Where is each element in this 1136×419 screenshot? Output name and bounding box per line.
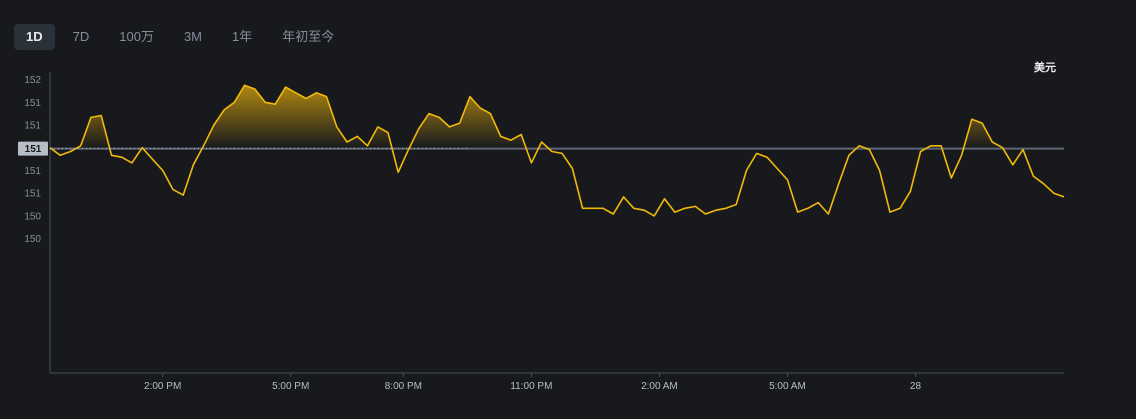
tab-7d[interactable]: 7D — [72, 29, 90, 44]
tab-1m[interactable]: 100万 — [119, 29, 154, 44]
current-price-text: 151 — [25, 144, 42, 155]
tab-1d[interactable]: 1D — [14, 24, 55, 50]
x-tick-label: 2:00 AM — [641, 381, 678, 392]
current-price-badge — [18, 141, 48, 156]
x-tick-label: 5:00 PM — [272, 381, 309, 392]
y-tick-label: 151 — [24, 121, 41, 132]
y-axis: 152 151 151 151 151 151 150 150 — [24, 72, 51, 373]
x-tick-label: 5:00 AM — [769, 381, 806, 392]
x-tick-label: 11:00 PM — [510, 381, 552, 392]
y-tick-label: 151 — [24, 189, 41, 200]
timeframe-tabs: 1D 7D 100万 3M 1年 年初至今 — [14, 24, 346, 50]
price-line — [49, 84, 1065, 217]
currency-label: 美元 — [1034, 62, 1056, 74]
tab-3m[interactable]: 3M — [183, 29, 203, 44]
x-axis: 2:00 PM 5:00 PM 8:00 PM 11:00 PM 2:00 AM 5:00… — [50, 372, 1064, 392]
y-tick-label: 150 — [24, 211, 41, 222]
price-area-fill — [50, 85, 1004, 149]
y-tick-label: 152 — [24, 75, 41, 86]
current-price-label: 151 — [18, 141, 48, 156]
tab-ytd[interactable]: 年初至今 — [282, 29, 335, 44]
y-tick-label: 151 — [24, 98, 41, 109]
x-tick-label: 28 — [910, 381, 922, 392]
y-tick-label: 151 — [24, 166, 41, 177]
y-tick-label: 150 — [24, 234, 41, 245]
x-tick-label: 8:00 PM — [385, 381, 422, 392]
x-tick-label: 2:00 PM — [144, 381, 181, 392]
tab-1y[interactable]: 1年 — [232, 29, 253, 44]
